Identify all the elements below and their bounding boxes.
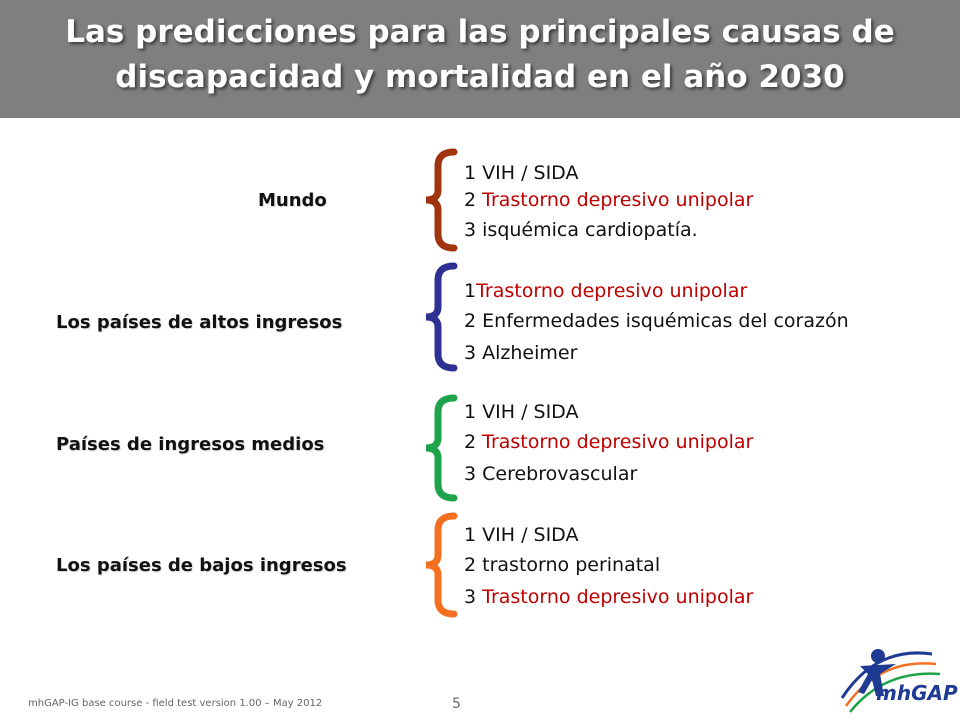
list-item: 3 isquémica cardiopatía. [464,219,698,241]
brace-medios-path [425,394,458,502]
title-bar [0,0,960,118]
brace-altos-path [425,262,458,372]
brace-bajos-path [425,512,458,618]
list-item: 1 VIH / SIDA [464,524,579,546]
page-number: 5 [452,696,461,712]
brace-ingresos-medios-icon [425,394,458,502]
group-label-mundo: Mundo [258,190,327,211]
list-item: 3 Alzheimer [464,342,578,364]
list-item: 1Trastorno depresivo unipolar [464,280,748,302]
list-item: 2 Trastorno depresivo unipolar [464,189,754,211]
group-label-bajos-ingresos: Los países de bajos ingresos [56,555,347,576]
group-label-altos-ingresos: Los países de altos ingresos [56,312,343,333]
group-label-ingresos-medios: Países de ingresos medios [56,434,325,455]
slide-title-line-1: Las predicciones para las principales ca… [65,14,895,50]
slide-title: Las predicciones para las principales ca… [0,10,960,100]
list-item: 2 Enfermedades isquémicas del corazón [464,310,849,332]
person-figure-logo-icon [840,649,941,713]
list-item: 3 Trastorno depresivo unipolar [464,586,754,608]
footer-text: mhGAP-IG base course - field test versio… [28,698,323,709]
logo-text: mhGAP [876,681,958,705]
brace-bajos-ingresos-icon [425,512,458,618]
brace-mundo-path [425,148,458,252]
list-item: 1 VIH / SIDA [464,401,579,423]
brace-altos-ingresos-icon [425,262,458,372]
list-item: 3 Cerebrovascular [464,463,638,485]
list-item: 2 Trastorno depresivo unipolar [464,431,754,453]
list-item: 1 VIH / SIDA [464,162,579,184]
brace-mundo-icon [425,148,458,252]
slide-title-line-2: discapacidad y mortalidad en el año 2030 [115,59,845,95]
list-item: 2 trastorno perinatal [464,554,661,576]
